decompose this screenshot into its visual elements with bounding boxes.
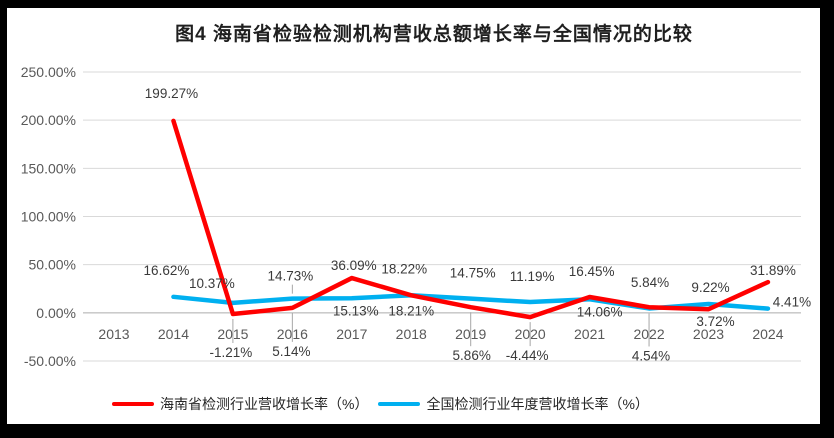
y-tick-label: 250.00% [21,64,76,80]
data-label: 15.13% [333,303,379,318]
x-tick-label: 2013 [98,326,129,342]
data-label: 14.06% [577,304,623,319]
data-label: 3.72% [696,314,734,329]
x-tick-label: 2023 [693,326,724,342]
x-tick-label: 2014 [158,326,189,342]
data-label: 18.22% [381,261,427,276]
scan-border-top [0,0,834,8]
legend-swatch-hainan [112,402,154,406]
x-tick-label: 2017 [336,326,367,342]
legend-swatch-national [378,402,421,406]
y-tick-label: 50.00% [29,257,76,273]
y-tick-label: 200.00% [21,112,76,128]
x-tick-label: 2018 [396,326,427,342]
data-label: 4.41% [773,295,811,310]
data-label: 10.37% [189,276,235,291]
scan-border-left [0,0,7,438]
chart-title: 图4 海南省检验检测机构营收总额增长率与全国情况的比较 [175,24,693,45]
data-label: 36.09% [331,258,377,273]
data-label: -4.44% [506,348,549,363]
legend-label-national: 全国检测行业年度营收增长率（%） [426,396,649,412]
chart-legend: 海南省检测行业营收增长率（%） 全国检测行业年度营收增长率（%） [112,394,649,414]
data-label: 5.86% [453,348,491,363]
data-label: 16.45% [569,264,615,279]
y-tick-label: 0.00% [36,305,76,321]
data-label: 4.54% [632,348,670,363]
x-tick-label: 2024 [752,326,783,342]
scan-border-bottom [0,424,834,438]
data-label: 5.14% [272,344,310,359]
data-label: 14.73% [267,269,313,284]
data-label: 31.89% [750,263,796,278]
series-line-hainan [171,118,771,320]
scan-border-right [820,0,834,438]
legend-item-hainan: 海南省检测行业营收增长率（%） [112,394,368,414]
data-label: -1.21% [210,345,253,360]
data-label: 14.75% [450,266,496,281]
data-label: 18.21% [388,303,434,318]
y-tick-label: 100.00% [21,209,76,225]
data-label: 11.19% [510,269,555,284]
legend-item-national: 全国检测行业年度营收增长率（%） [378,394,649,414]
y-tick-label: -50.00% [24,353,76,369]
data-label: 9.22% [691,280,729,295]
legend-label-hainan: 海南省检测行业营收增长率（%） [160,396,369,412]
data-label: 16.62% [144,263,190,278]
y-tick-label: 150.00% [21,160,76,176]
x-tick-label: 2021 [574,326,605,342]
data-label: 199.27% [145,86,198,101]
data-label: 5.84% [631,275,669,290]
